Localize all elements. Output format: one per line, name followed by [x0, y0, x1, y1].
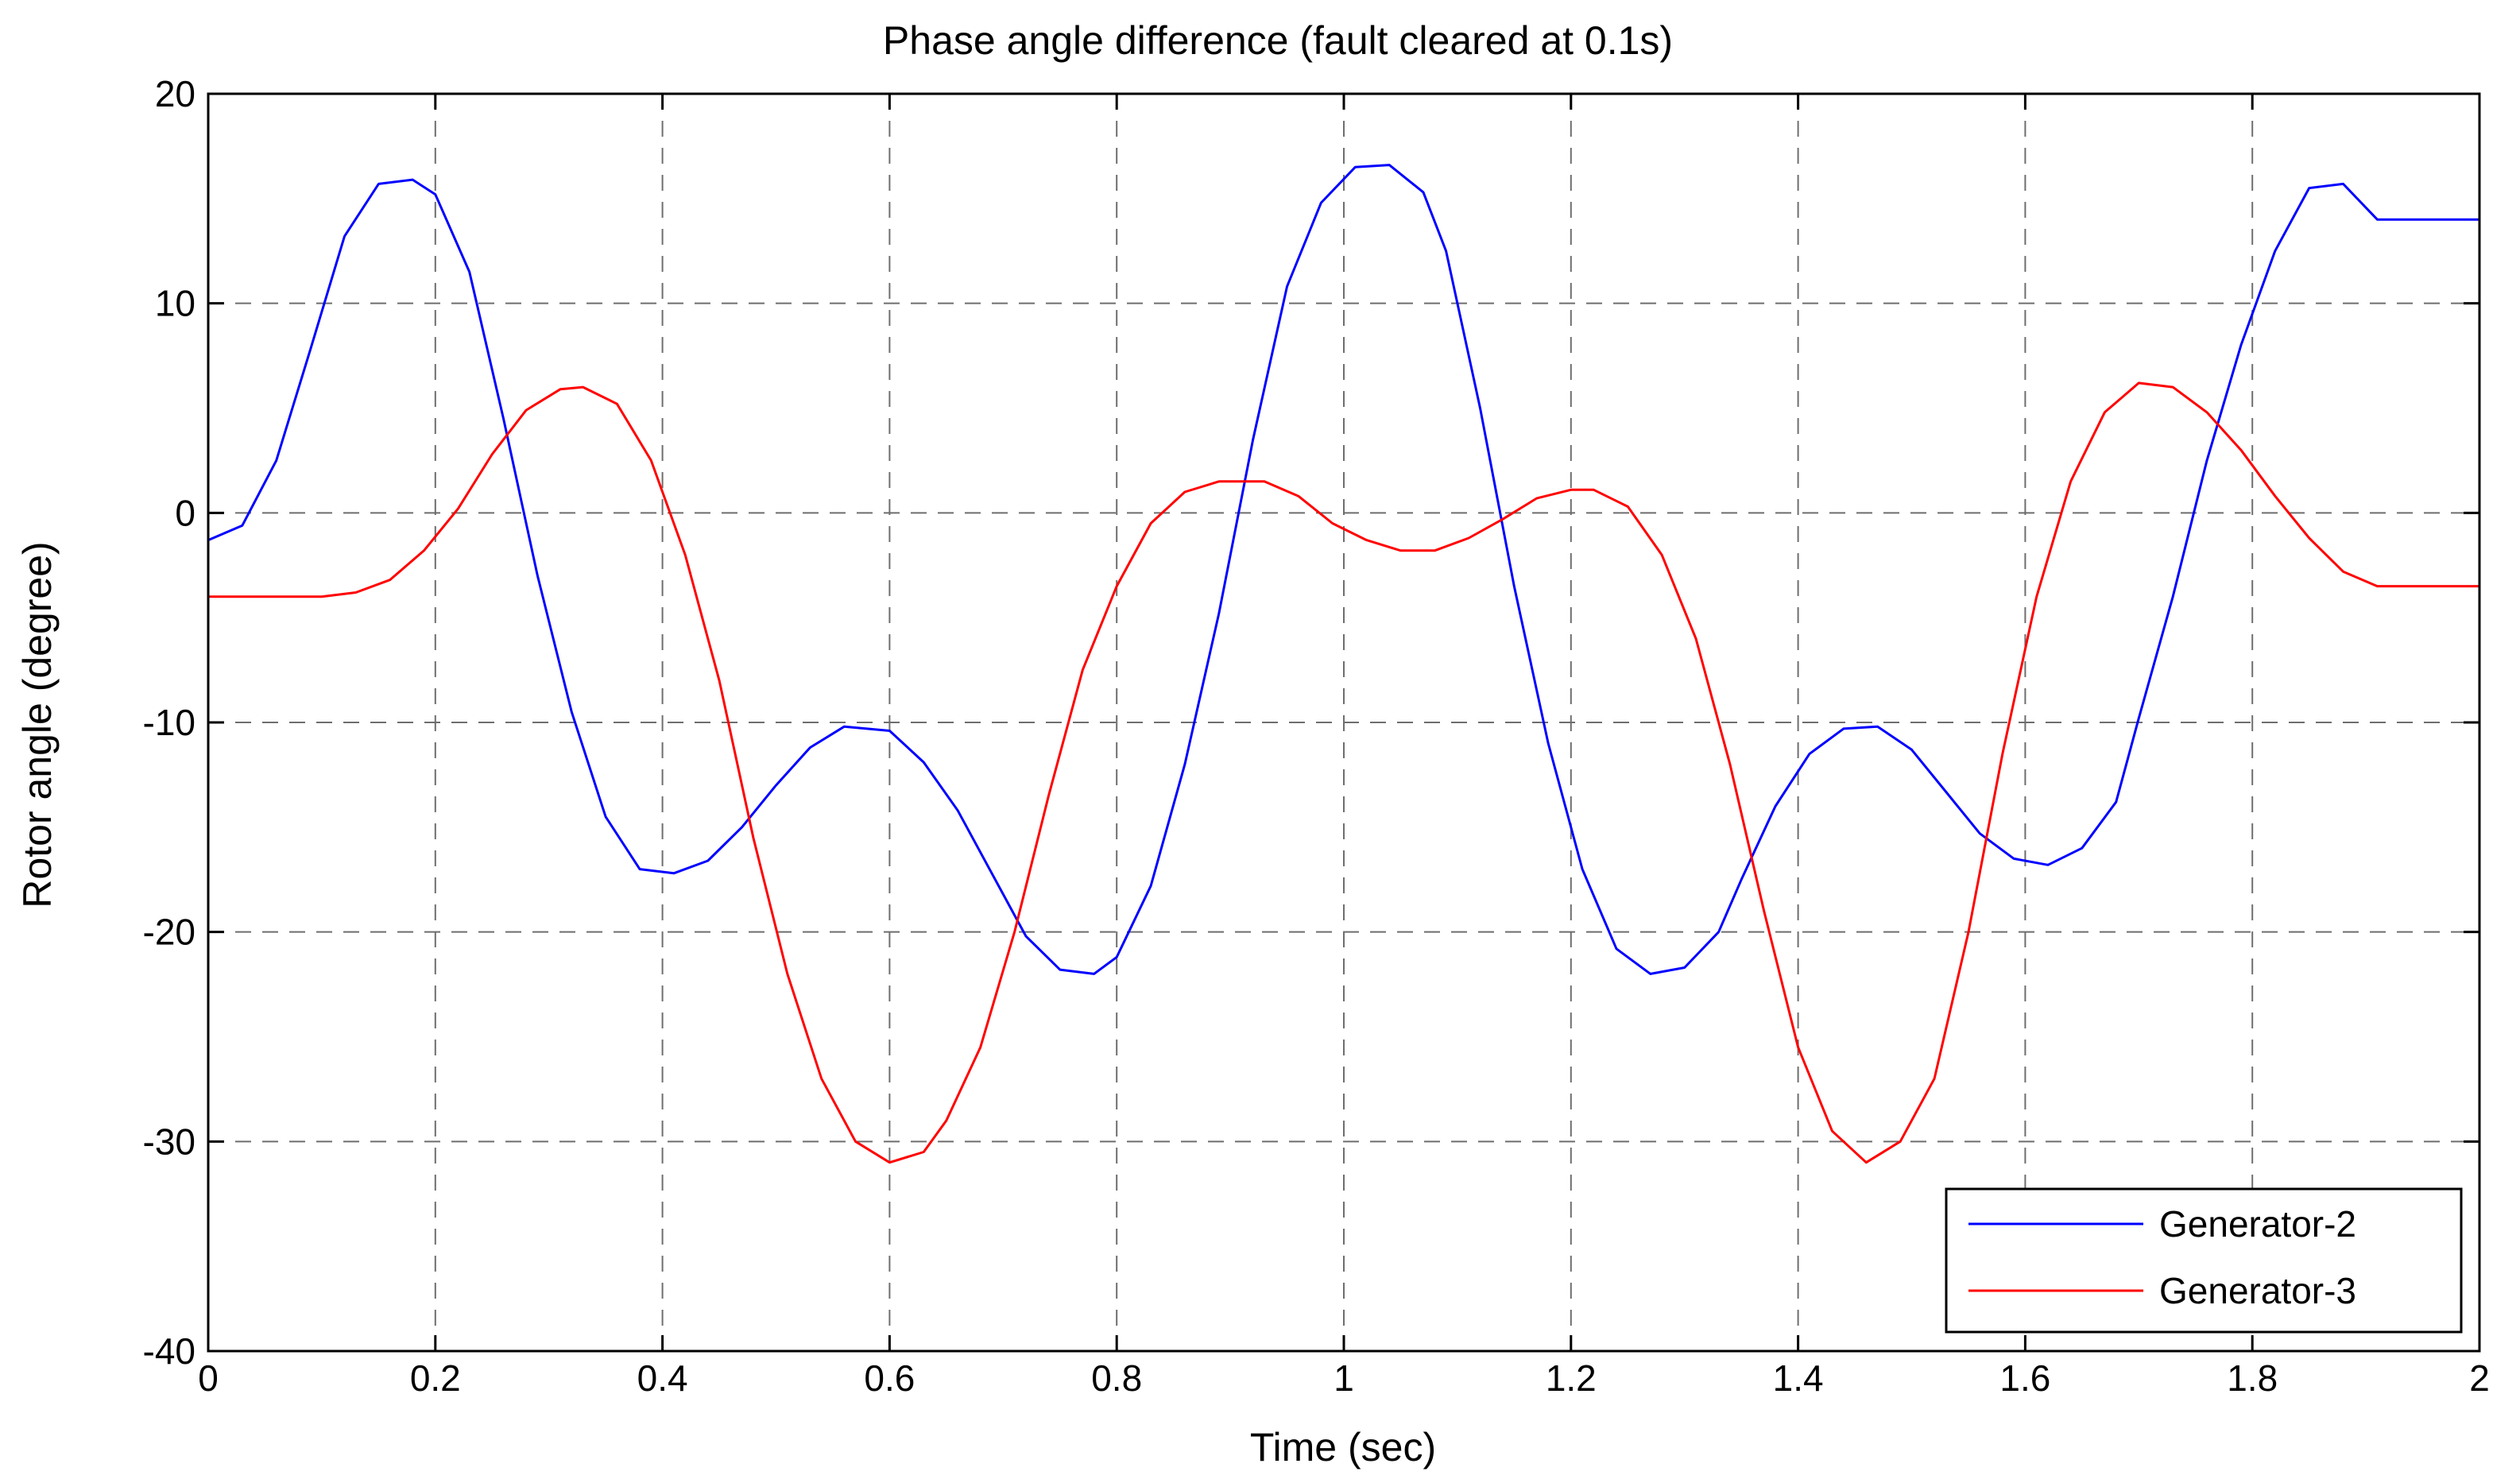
x-tick-label: 0.4: [637, 1357, 688, 1399]
x-axis-label: Time (sec): [1250, 1425, 1436, 1469]
x-tick-label: 1: [1334, 1357, 1354, 1399]
x-tick-label: 0.8: [1091, 1357, 1142, 1399]
legend-label-generator-2: Generator-2: [2159, 1203, 2356, 1245]
y-tick-label: -10: [143, 702, 195, 743]
grid-lines: [208, 94, 2479, 1351]
x-tick-label: 0.6: [864, 1357, 915, 1399]
x-tick-label: 1.4: [1773, 1357, 1824, 1399]
y-tick-label: 20: [155, 73, 195, 114]
plot-area-frame: [207, 92, 2481, 1353]
y-tick-label: -40: [143, 1330, 195, 1372]
x-tick-label: 1.6: [1999, 1357, 2050, 1399]
legend: Generator-2 Generator-3: [1945, 1187, 2463, 1334]
series-line-generator-2: [207, 164, 2479, 975]
x-tick-label: 0.2: [410, 1357, 461, 1399]
y-tick-label: 10: [155, 283, 195, 324]
x-tick-labels: 0 0.2 0.4 0.6 0.8 1 1.2 1.4 1.6 1.8 2: [198, 1357, 2490, 1399]
y-axis-label: Rotor angle (degree): [15, 541, 60, 908]
legend-box: [1945, 1187, 2463, 1334]
y-tick-label: -20: [143, 912, 195, 953]
chart-title: Phase angle difference (fault cleared at…: [883, 18, 1673, 63]
series-lines: [207, 164, 2479, 1164]
legend-label-generator-3: Generator-3: [2159, 1270, 2356, 1311]
x-tick-label: 1.2: [1546, 1357, 1597, 1399]
x-tick-label: 1.8: [2227, 1357, 2278, 1399]
series-line-generator-3: [208, 381, 2479, 1164]
x-tick-label: 2: [2469, 1357, 2490, 1399]
y-tick-label: -30: [143, 1121, 195, 1162]
y-tick-labels: -40 -30 -20 -10 0 10 20: [143, 73, 195, 1372]
y-tick-label: 0: [175, 492, 195, 533]
x-tick-label: 0: [198, 1357, 219, 1399]
